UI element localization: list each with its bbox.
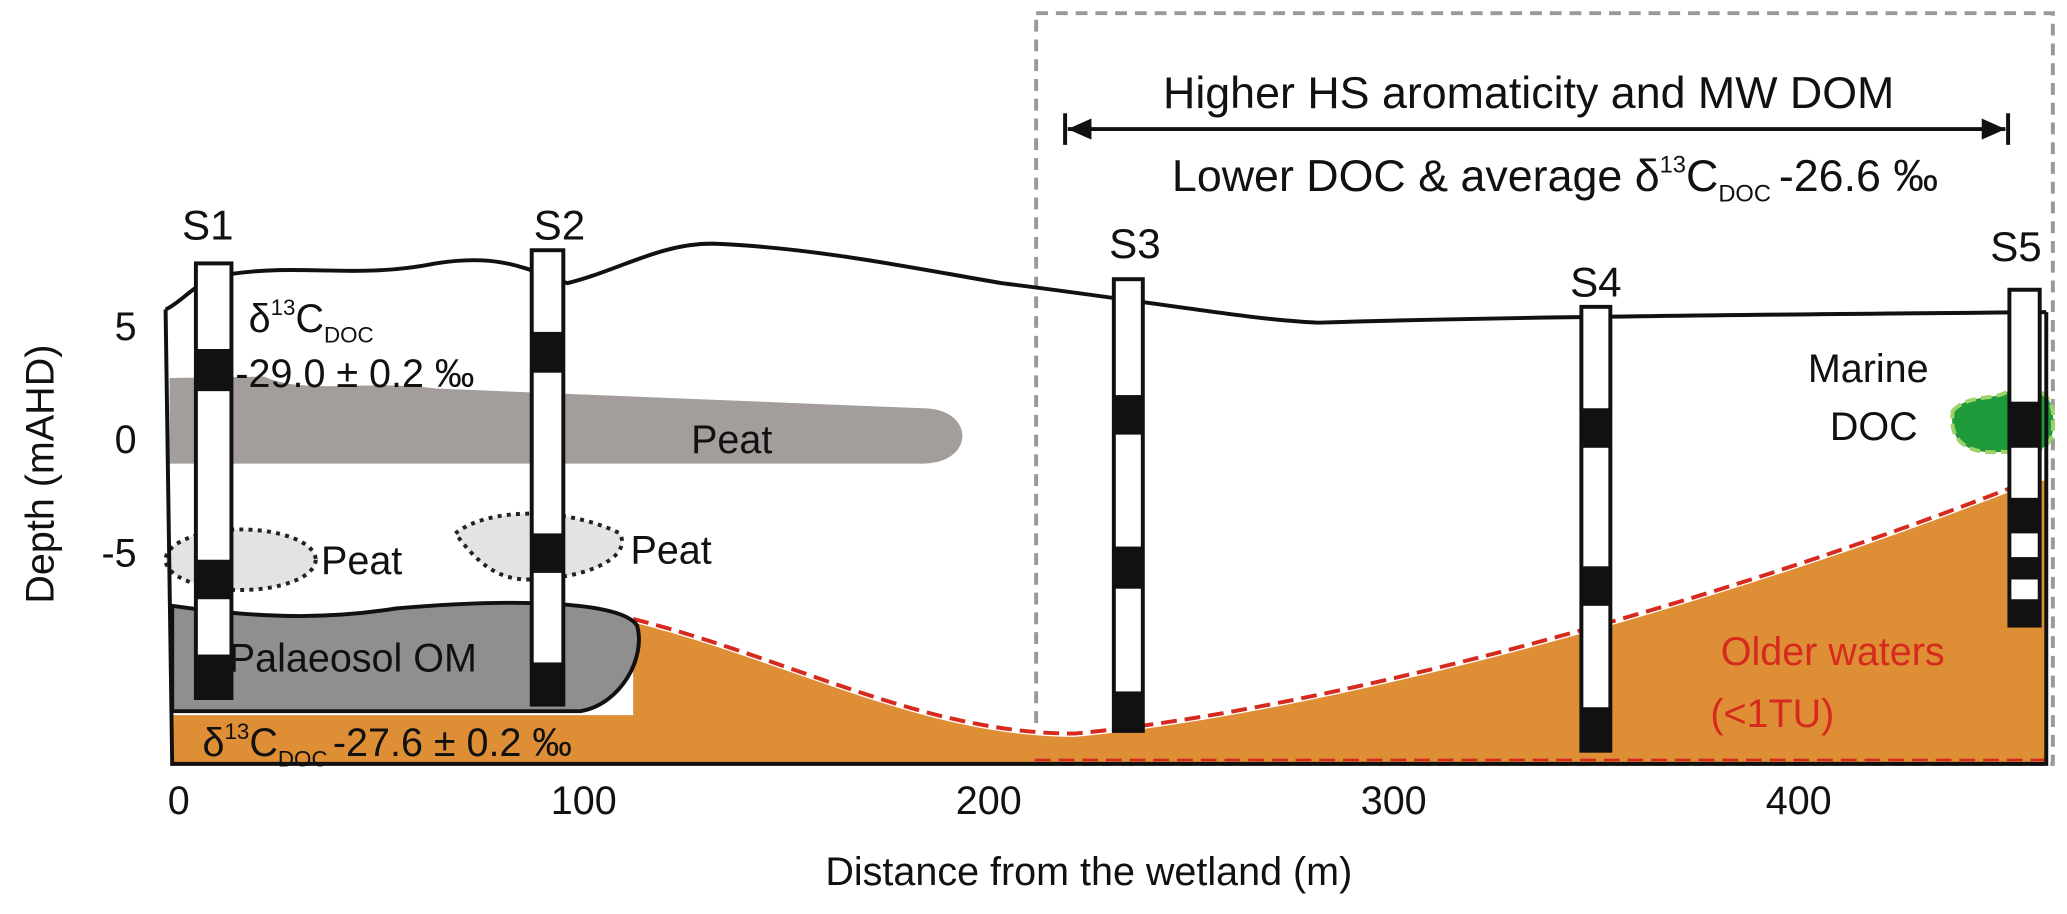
ground-surface [164,241,2047,325]
marine-label: Marine DOC [1808,347,1940,449]
wells [193,248,2042,753]
text-part: Lower DOC & average δ [1172,151,1660,201]
x-axis: 0 100 200 300 400 [168,779,1832,823]
text-part: δ [249,297,271,341]
well-label: S5 [1990,223,2042,270]
text-part: (<1TU) [1710,692,1834,736]
screen [195,349,232,392]
superscript: 13 [224,719,249,744]
text-part: -29.0 ± 0.2 ‰ [235,352,474,396]
x-tick-label: 200 [956,779,1022,823]
screen [1581,408,1611,448]
layer-label: Peat [630,529,711,573]
y-axis: 5 0 -5 [101,305,136,576]
screen [531,533,564,573]
delta-label: δ13CDOC -29.0 ± 0.2 ‰ [235,295,474,396]
y-axis-title: Depth (mAHD) [19,345,63,604]
layer-label: Palaeosol OM [229,637,477,681]
aquifer [172,480,2047,764]
peat-lens [163,527,318,592]
superscript: 13 [271,295,296,320]
text-part: C [1686,151,1718,201]
screen [1581,566,1611,606]
subscript: DOC [324,322,374,347]
well-label: S3 [1109,220,1161,267]
well [1579,304,1613,753]
well-label: S1 [182,202,234,249]
older-waters-label: Older waters (<1TU) [1710,630,1955,736]
subscript: DOC [1718,182,1771,208]
layer-label: Peat [321,539,402,583]
well-label: S4 [1570,258,1622,305]
screen [1113,546,1143,589]
text-part: C [295,297,324,341]
screen [1113,395,1143,435]
well [193,261,234,700]
text-part: δ [202,721,224,765]
text-part: C [249,721,278,765]
screen [195,559,232,600]
title-line: Higher HS aromaticity and MW DOM [1163,68,1894,118]
x-tick-label: 100 [551,779,617,823]
section-outline [163,309,2049,766]
text-part: Older waters [1721,630,1945,674]
superscript: 13 [1660,153,1686,179]
title-line: Lower DOC & average δ13CDOC -26.6 ‰ [1172,151,1938,208]
well-label: S2 [534,202,586,249]
x-axis-title: Distance from the wetland (m) [825,850,1352,894]
well-screens [195,331,2040,751]
peat-layer [169,376,963,464]
x-tick-label: 0 [168,779,190,823]
screen [2009,557,2040,580]
text-part: Marine [1808,347,1929,391]
text-part: DOC [1830,405,1918,449]
screen [531,331,564,373]
text-part: -26.6 ‰ [1779,151,1938,201]
screen [1581,707,1611,751]
screen [195,654,232,699]
screen [1113,691,1143,731]
aquifer-top [632,465,2048,736]
layer-label: Peat [691,418,772,462]
x-tick-label: 400 [1766,779,1832,823]
text-part: -27.6 ± 0.2 ‰ [333,721,572,765]
y-tick-label: 0 [115,418,137,462]
screen [2009,599,2040,626]
subscript: DOC [278,746,328,771]
delta-label: δ13CDOC -27.6 ± 0.2 ‰ [202,719,571,772]
range-arrow [1063,113,2011,145]
well [529,248,566,707]
x-tick-label: 300 [1361,779,1427,823]
y-tick-label: 5 [115,305,137,349]
screen [531,662,564,705]
y-tick-label: -5 [101,531,136,575]
screen [2009,401,2040,448]
well [1111,277,1145,733]
screen [2009,497,2040,534]
